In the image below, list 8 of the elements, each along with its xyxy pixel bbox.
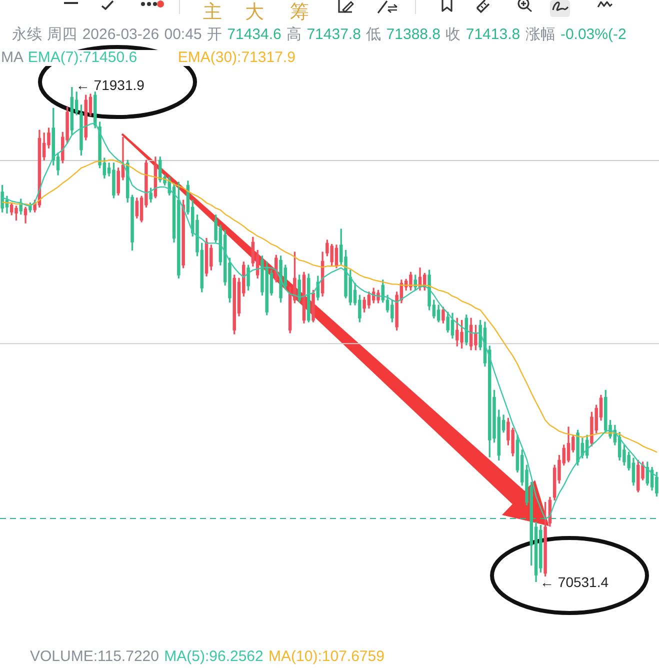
text: 筹 [290,2,309,23]
text: 主 [203,2,222,23]
annotation: ← 70531.4 [540,574,609,590]
text: VOLUME:115.7220 MA(5):96.2562 MA(10):107.6759 [30,648,384,665]
text: MA EMA(7):71450.6 EMA(30):71317.9 [1,49,296,66]
text: 大 [245,2,264,23]
text: 永续 周四 2026-03-26 00:45 开 71434.6 高 71437.8 低 71388.8 收 71413.8 涨幅 -0.03%(-2 [12,26,626,43]
annotation: ← 71931.9 [76,77,144,93]
